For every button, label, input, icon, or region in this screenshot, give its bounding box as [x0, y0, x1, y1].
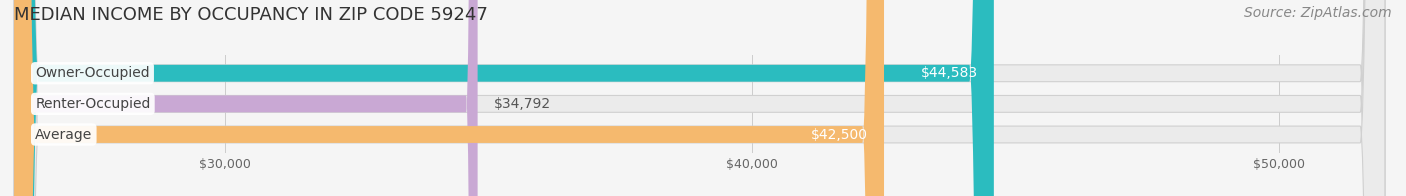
FancyBboxPatch shape — [14, 0, 478, 196]
FancyBboxPatch shape — [14, 0, 884, 196]
Text: Source: ZipAtlas.com: Source: ZipAtlas.com — [1244, 6, 1392, 20]
FancyBboxPatch shape — [14, 0, 994, 196]
Text: $42,500: $42,500 — [811, 128, 869, 142]
FancyBboxPatch shape — [14, 0, 1385, 196]
Text: Average: Average — [35, 128, 93, 142]
Text: Owner-Occupied: Owner-Occupied — [35, 66, 150, 80]
Text: MEDIAN INCOME BY OCCUPANCY IN ZIP CODE 59247: MEDIAN INCOME BY OCCUPANCY IN ZIP CODE 5… — [14, 6, 488, 24]
Text: $34,792: $34,792 — [494, 97, 551, 111]
FancyBboxPatch shape — [14, 0, 1385, 196]
Text: Renter-Occupied: Renter-Occupied — [35, 97, 150, 111]
FancyBboxPatch shape — [14, 0, 1385, 196]
Text: $44,583: $44,583 — [921, 66, 979, 80]
